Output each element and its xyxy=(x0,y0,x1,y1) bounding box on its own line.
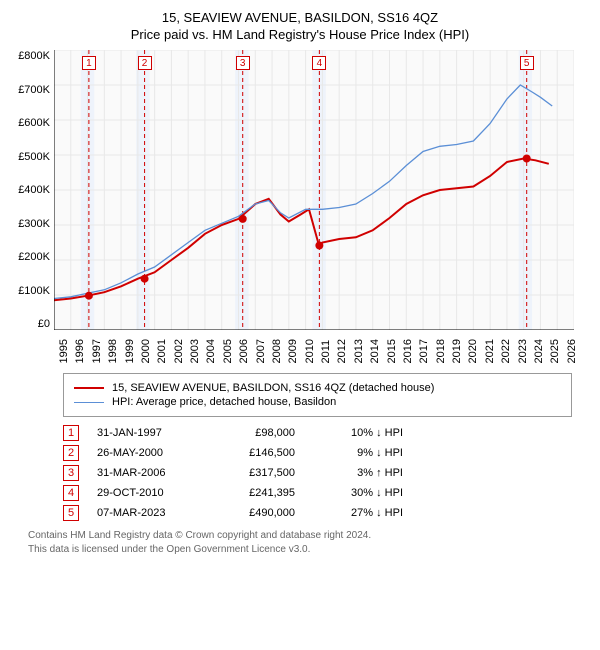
y-tick-label: £400K xyxy=(8,184,50,196)
x-tick-label: 1999 xyxy=(124,339,136,363)
transaction-number: 3 xyxy=(63,465,79,481)
legend-label: 15, SEAVIEW AVENUE, BASILDON, SS16 4QZ (… xyxy=(112,382,434,394)
legend-item: 15, SEAVIEW AVENUE, BASILDON, SS16 4QZ (… xyxy=(74,382,561,394)
x-tick-label: 2015 xyxy=(386,339,398,363)
x-tick-label: 2023 xyxy=(517,339,529,363)
x-tick-label: 2018 xyxy=(435,339,447,363)
transaction-date: 26-MAY-2000 xyxy=(97,447,197,459)
transaction-price: £98,000 xyxy=(215,427,295,439)
transaction-number: 2 xyxy=(63,445,79,461)
transaction-price: £490,000 xyxy=(215,507,295,519)
x-tick-label: 2005 xyxy=(222,339,234,363)
y-tick-label: £800K xyxy=(8,50,50,62)
price-chart: £800K £700K £600K £500K £400K £300K £200K £100K… xyxy=(8,50,592,363)
transaction-diff: 10% ↓ HPI xyxy=(313,427,403,439)
x-tick-label: 2003 xyxy=(189,339,201,363)
x-tick-label: 2006 xyxy=(238,339,250,363)
legend-swatch xyxy=(74,387,104,389)
x-tick-label: 1997 xyxy=(91,339,103,363)
page-title-1: 15, SEAVIEW AVENUE, BASILDON, SS16 4QZ xyxy=(8,10,592,25)
legend-swatch xyxy=(74,402,104,403)
transaction-price: £317,500 xyxy=(215,467,295,479)
x-tick-label: 2022 xyxy=(500,339,512,363)
transaction-number: 5 xyxy=(63,505,79,521)
legend: 15, SEAVIEW AVENUE, BASILDON, SS16 4QZ (… xyxy=(63,373,572,417)
transaction-diff: 30% ↓ HPI xyxy=(313,487,403,499)
x-tick-label: 2011 xyxy=(320,339,332,363)
transaction-diff: 9% ↓ HPI xyxy=(313,447,403,459)
x-tick-label: 2025 xyxy=(549,339,561,363)
transaction-price: £241,395 xyxy=(215,487,295,499)
transaction-row: 5 07-MAR-2023 £490,000 27% ↓ HPI xyxy=(63,505,572,521)
x-tick-label: 2024 xyxy=(533,339,545,363)
y-tick-label: £0 xyxy=(8,318,50,330)
transaction-row: 4 29-OCT-2010 £241,395 30% ↓ HPI xyxy=(63,485,572,501)
legend-label: HPI: Average price, detached house, Basi… xyxy=(112,396,336,408)
transaction-row: 3 31-MAR-2006 £317,500 3% ↑ HPI xyxy=(63,465,572,481)
x-tick-label: 2000 xyxy=(140,339,152,363)
x-tick-label: 2001 xyxy=(156,339,168,363)
x-tick-label: 2010 xyxy=(304,339,316,363)
x-axis-labels: 1995 1996 1997 1998 1999 2000 2001 2002 2003 2004… xyxy=(58,339,578,363)
chart-svg xyxy=(54,50,574,330)
x-tick-label: 2016 xyxy=(402,339,414,363)
x-tick-label: 2008 xyxy=(271,339,283,363)
transaction-diff: 27% ↓ HPI xyxy=(313,507,403,519)
transaction-number: 1 xyxy=(63,425,79,441)
x-tick-label: 2007 xyxy=(255,339,267,363)
x-tick-label: 2020 xyxy=(467,339,479,363)
x-tick-label: 2004 xyxy=(205,339,217,363)
y-axis-labels: £800K £700K £600K £500K £400K £300K £200K £100K… xyxy=(8,50,54,330)
footer-line-2: This data is licensed under the Open Gov… xyxy=(28,543,572,557)
y-tick-label: £300K xyxy=(8,218,50,230)
transaction-diff: 3% ↑ HPI xyxy=(313,467,403,479)
x-tick-label: 2021 xyxy=(484,339,496,363)
x-tick-label: 2009 xyxy=(287,339,299,363)
x-tick-label: 2026 xyxy=(566,339,578,363)
transaction-price: £146,500 xyxy=(215,447,295,459)
y-tick-label: £500K xyxy=(8,151,50,163)
x-tick-label: 2012 xyxy=(336,339,348,363)
transaction-number: 4 xyxy=(63,485,79,501)
y-tick-label: £100K xyxy=(8,285,50,297)
x-tick-label: 2017 xyxy=(418,339,430,363)
y-tick-label: £600K xyxy=(8,117,50,129)
footer-line-1: Contains HM Land Registry data © Crown c… xyxy=(28,529,572,543)
x-tick-label: 1995 xyxy=(58,339,70,363)
footer: Contains HM Land Registry data © Crown c… xyxy=(28,529,572,557)
y-tick-label: £200K xyxy=(8,251,50,263)
x-tick-label: 2019 xyxy=(451,339,463,363)
transaction-date: 29-OCT-2010 xyxy=(97,487,197,499)
transactions-table: 1 31-JAN-1997 £98,000 10% ↓ HPI 2 26-MAY-2000… xyxy=(63,425,572,521)
x-tick-label: 2014 xyxy=(369,339,381,363)
transaction-date: 07-MAR-2023 xyxy=(97,507,197,519)
y-tick-label: £700K xyxy=(8,84,50,96)
transaction-row: 1 31-JAN-1997 £98,000 10% ↓ HPI xyxy=(63,425,572,441)
x-tick-label: 1998 xyxy=(107,339,119,363)
transaction-row: 2 26-MAY-2000 £146,500 9% ↓ HPI xyxy=(63,445,572,461)
x-tick-label: 2013 xyxy=(353,339,365,363)
transaction-date: 31-MAR-2006 xyxy=(97,467,197,479)
transaction-date: 31-JAN-1997 xyxy=(97,427,197,439)
x-tick-label: 2002 xyxy=(173,339,185,363)
x-tick-label: 1996 xyxy=(74,339,86,363)
page-title-2: Price paid vs. HM Land Registry's House … xyxy=(8,27,592,42)
legend-item: HPI: Average price, detached house, Basi… xyxy=(74,396,561,408)
